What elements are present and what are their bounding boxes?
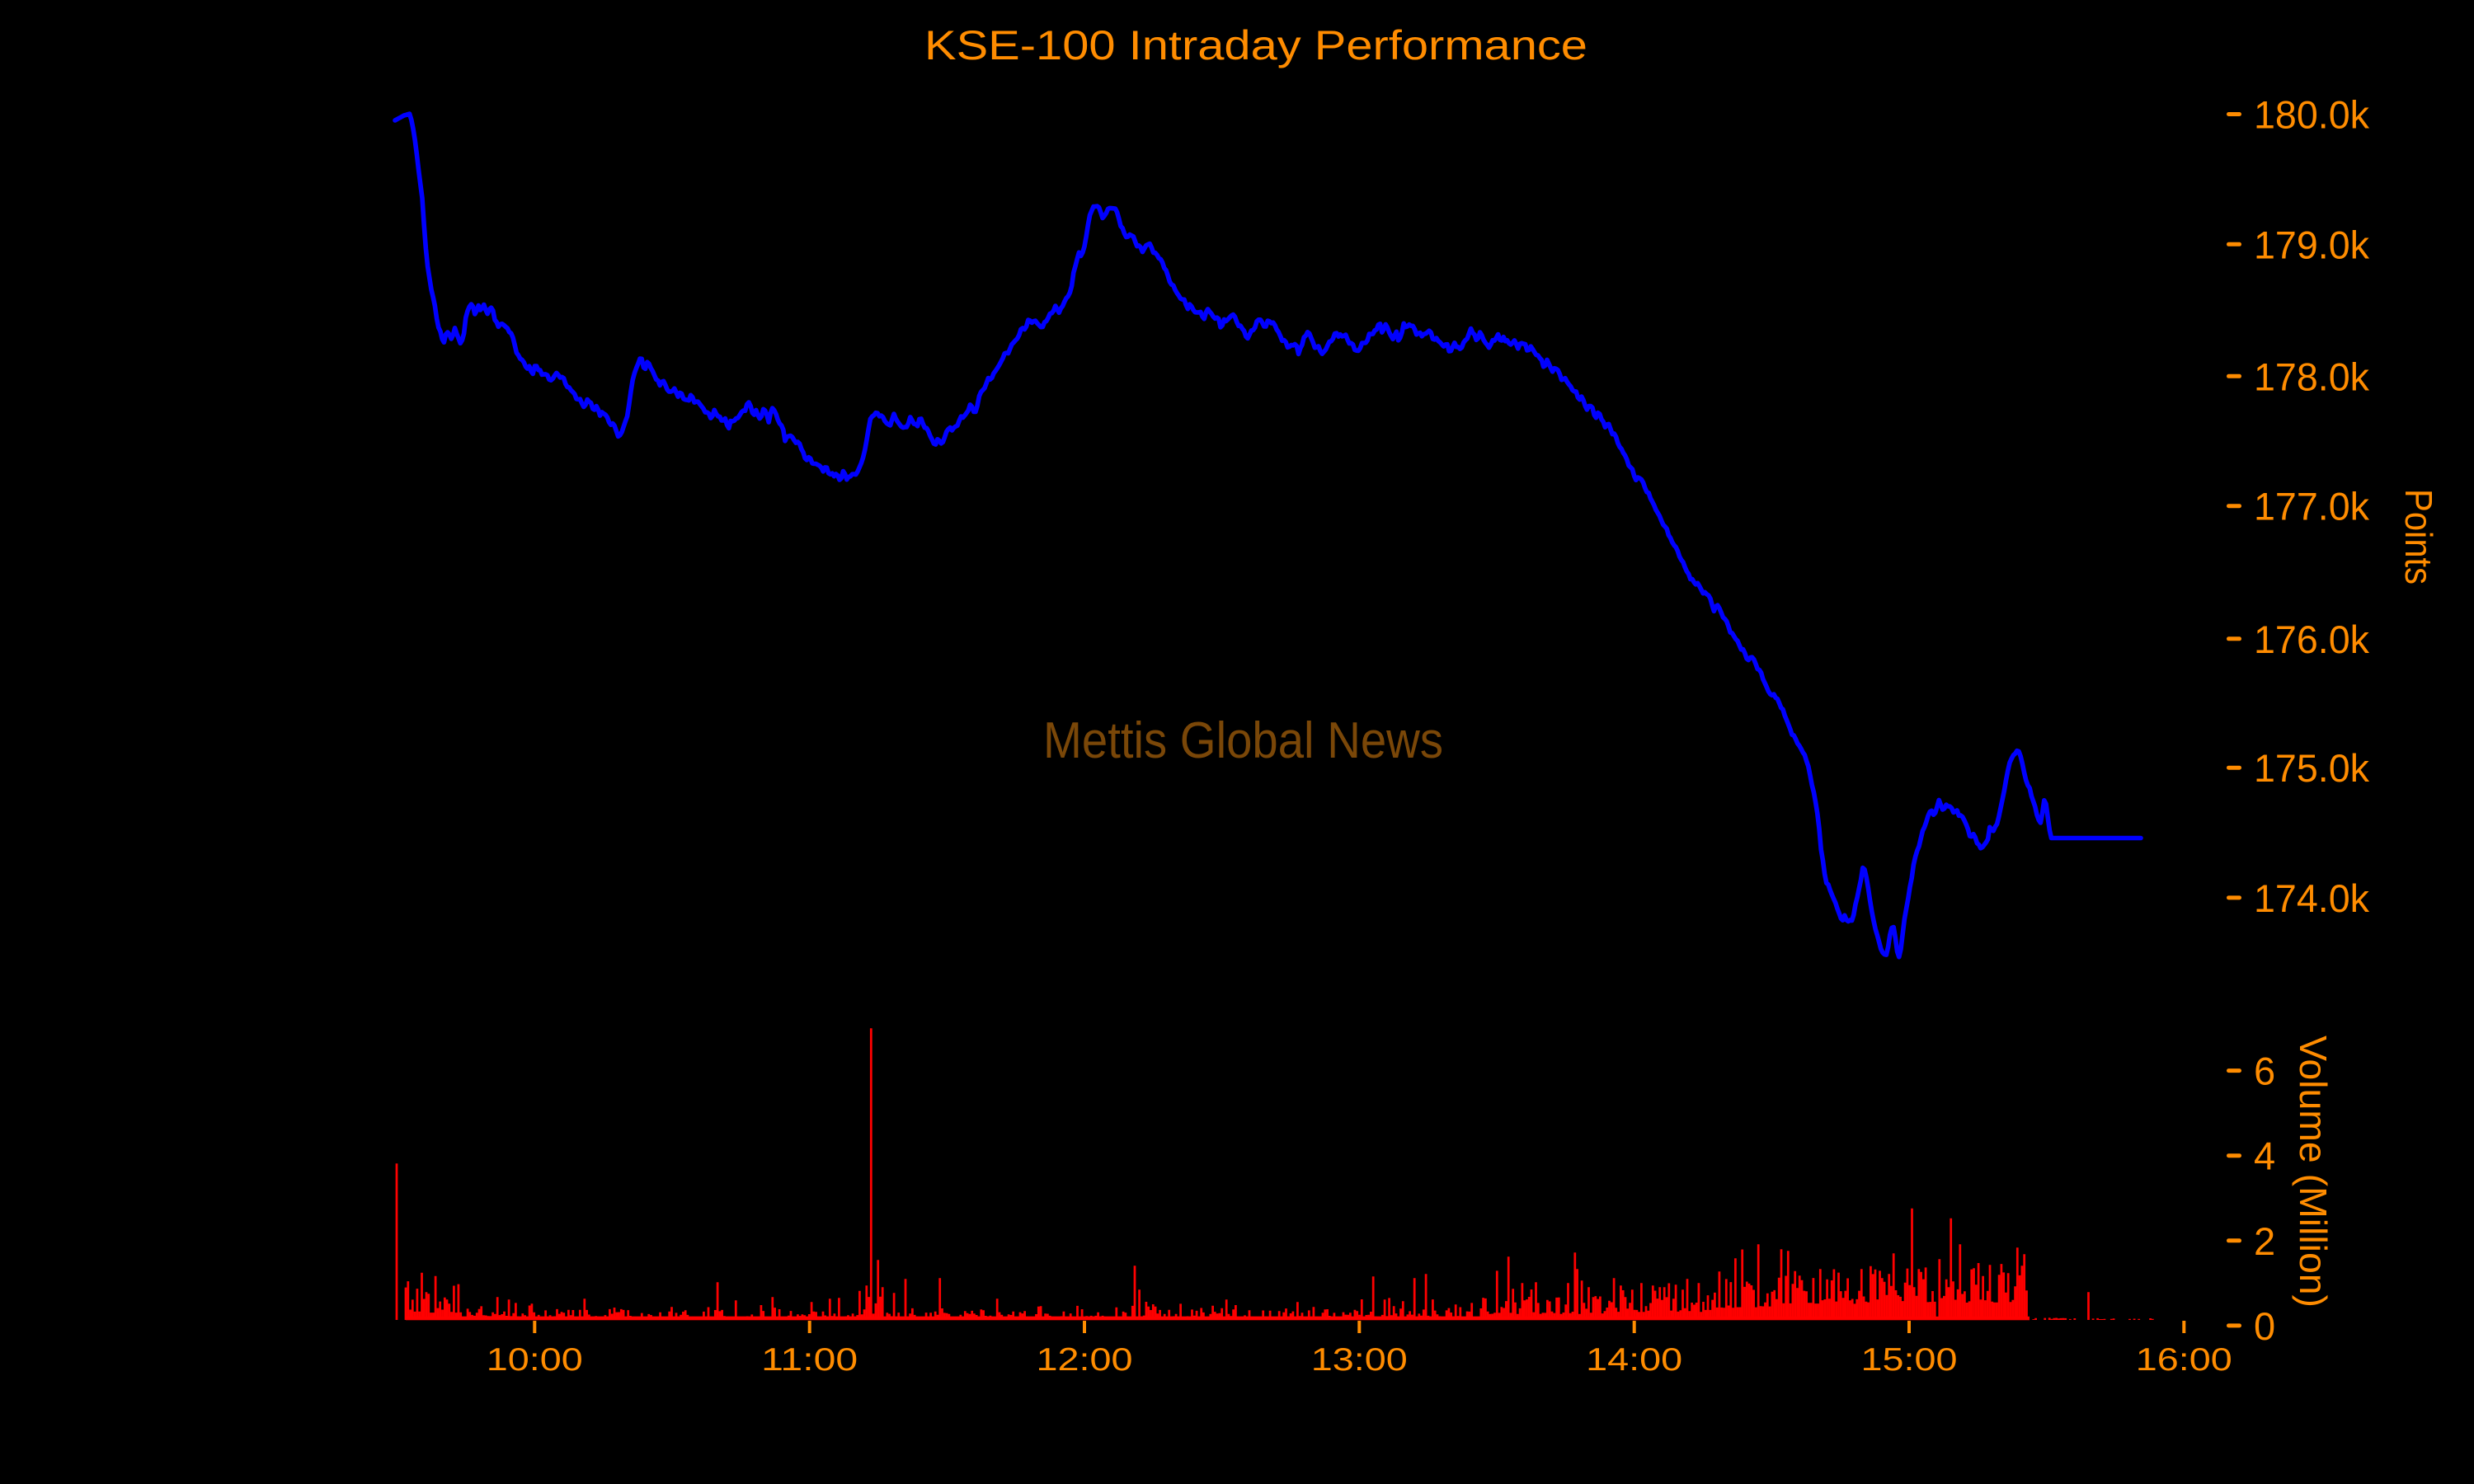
svg-text:Mettis Global News: Mettis Global News bbox=[1043, 712, 1443, 769]
svg-text:14:00: 14:00 bbox=[1586, 1342, 1682, 1378]
svg-text:KSE-100 Intraday Performance: KSE-100 Intraday Performance bbox=[924, 22, 1587, 68]
svg-text:179.0k: 179.0k bbox=[2254, 223, 2369, 266]
svg-text:10:00: 10:00 bbox=[487, 1342, 583, 1378]
svg-text:Points: Points bbox=[2397, 489, 2440, 585]
svg-text:Volume (Million): Volume (Million) bbox=[2292, 1036, 2335, 1308]
svg-text:4: 4 bbox=[2254, 1134, 2275, 1178]
svg-text:16:00: 16:00 bbox=[2136, 1342, 2232, 1378]
svg-text:178.0k: 178.0k bbox=[2254, 355, 2369, 398]
svg-text:15:00: 15:00 bbox=[1861, 1342, 1958, 1378]
svg-text:180.0k: 180.0k bbox=[2254, 93, 2369, 137]
svg-text:175.0k: 175.0k bbox=[2254, 746, 2369, 790]
svg-text:13:00: 13:00 bbox=[1311, 1342, 1408, 1378]
svg-text:6: 6 bbox=[2254, 1050, 2275, 1093]
svg-text:2: 2 bbox=[2254, 1219, 2275, 1263]
svg-text:176.0k: 176.0k bbox=[2254, 618, 2369, 661]
svg-text:12:00: 12:00 bbox=[1037, 1342, 1133, 1378]
svg-text:11:00: 11:00 bbox=[761, 1342, 858, 1378]
svg-text:0: 0 bbox=[2254, 1304, 2275, 1348]
svg-text:177.0k: 177.0k bbox=[2254, 485, 2369, 528]
svg-text:174.0k: 174.0k bbox=[2254, 876, 2369, 920]
